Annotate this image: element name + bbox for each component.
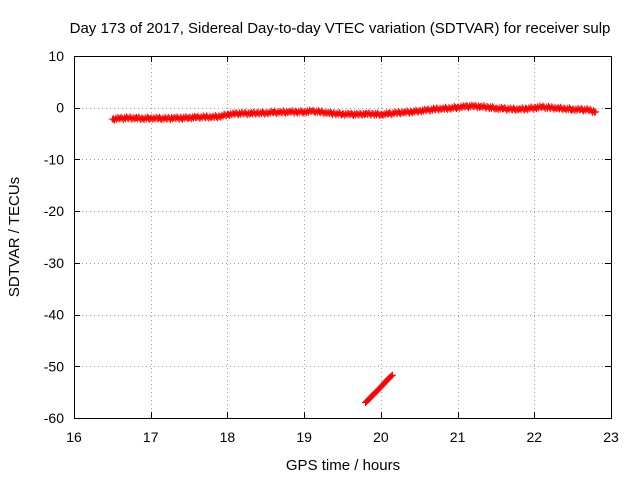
y-tick-label: -60 [44, 410, 64, 426]
y-tick-label: -40 [44, 307, 64, 323]
x-tick-label: 16 [66, 429, 82, 445]
y-tick-label: 0 [56, 100, 64, 116]
tick-labels: 16 17 18 19 20 21 22 23 10 0 -10 -20 -30 -40 -50 -60 [44, 48, 619, 445]
plot-data [108, 101, 600, 406]
chart-title: Day 173 of 2017, Sidereal Day-to-day VTE… [70, 20, 611, 37]
axis-ticks [74, 56, 612, 419]
y-tick-label: 10 [48, 48, 64, 64]
x-tick-label: 21 [450, 429, 466, 445]
y-tick-label: -50 [44, 358, 64, 374]
x-tick-label: 19 [296, 429, 312, 445]
y-tick-label: -20 [44, 203, 64, 219]
data-point [592, 108, 600, 116]
y-axis-title: SDTVAR / TECUs [6, 177, 23, 297]
x-tick-label: 18 [220, 429, 236, 445]
x-axis-title: GPS time / hours [286, 457, 400, 474]
x-tick-label: 20 [373, 429, 389, 445]
x-tick-label: 23 [603, 429, 619, 445]
x-tick-label: 22 [526, 429, 542, 445]
data-point [388, 371, 396, 379]
y-tick-label: -30 [44, 255, 64, 271]
x-tick-label: 17 [143, 429, 159, 445]
plot-frame [74, 56, 612, 419]
y-tick-label: -10 [44, 151, 64, 167]
data-point [387, 372, 395, 380]
